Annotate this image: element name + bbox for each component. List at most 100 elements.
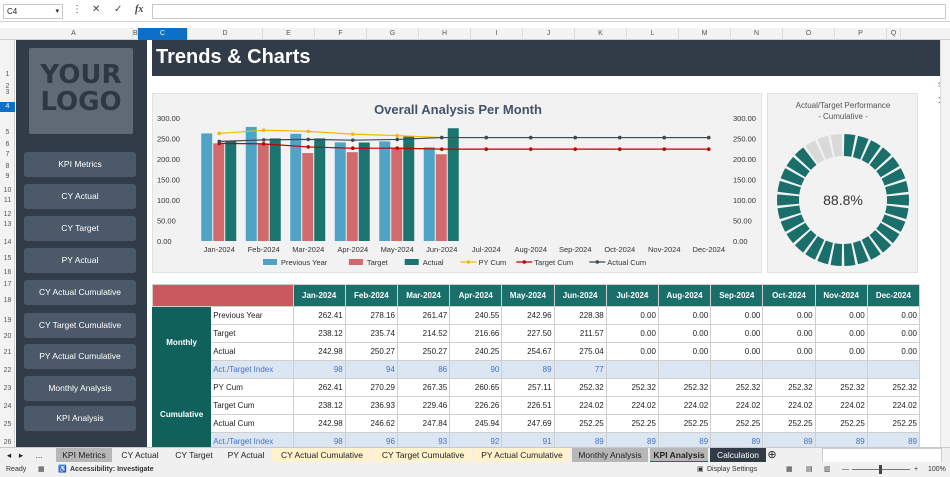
table-cell[interactable]: 89: [605, 432, 659, 451]
table-cell[interactable]: 247.84: [396, 414, 451, 433]
table-cell[interactable]: 224.02: [710, 396, 764, 415]
column-header-g[interactable]: G: [367, 28, 419, 40]
chevron-down-icon[interactable]: ▾: [55, 8, 59, 15]
sheet-tab-monthly-analysis[interactable]: Monthly Analysis: [572, 448, 648, 463]
sheet-tab-py-actual-cumulative[interactable]: PY Actual Cumulative: [474, 448, 570, 463]
column-header-h[interactable]: H: [419, 28, 471, 40]
table-cell[interactable]: 260.65: [449, 378, 503, 397]
bar-target[interactable]: [346, 152, 358, 241]
line-point[interactable]: [528, 135, 533, 140]
column-header-j[interactable]: J: [523, 28, 575, 40]
table-cell[interactable]: 227.50: [501, 324, 555, 343]
name-box[interactable]: C4 ▾: [3, 4, 63, 19]
row-label[interactable]: Target Cum: [210, 396, 294, 415]
row-header-26[interactable]: 26: [3, 439, 12, 446]
table-cell[interactable]: 254.67: [501, 342, 555, 361]
line-point[interactable]: [350, 132, 355, 136]
bar-actual[interactable]: [447, 128, 459, 241]
table-cell[interactable]: 242.96: [501, 306, 555, 325]
performance-gauge[interactable]: Actual/Target Performance - Cumulative - 8…: [767, 93, 918, 273]
table-cell[interactable]: 257.11: [501, 378, 555, 397]
nav-button-cy-target-cumulative[interactable]: CY Target Cumulative: [24, 313, 136, 338]
tab-next-icon[interactable]: ▸: [18, 450, 24, 460]
table-cell[interactable]: 252.25: [866, 414, 921, 433]
bar-previous-year[interactable]: [423, 147, 435, 241]
bar-target[interactable]: [302, 153, 314, 241]
table-cell[interactable]: 252.25: [710, 414, 764, 433]
table-cell[interactable]: 89: [762, 432, 816, 451]
more-options-icon[interactable]: ⋮: [72, 4, 82, 15]
column-header-i[interactable]: I: [471, 28, 523, 40]
table-cell[interactable]: 224.02: [762, 396, 816, 415]
table-cell[interactable]: 262.41: [292, 306, 346, 325]
column-header-k[interactable]: K: [575, 28, 627, 40]
nav-button-kpi-metrics[interactable]: KPI Metrics: [24, 152, 136, 177]
table-cell[interactable]: 89: [866, 432, 921, 451]
column-header-f[interactable]: F: [315, 28, 367, 40]
bar-actual[interactable]: [358, 142, 370, 241]
column-header-p[interactable]: P: [835, 28, 887, 40]
table-cell[interactable]: 252.32: [866, 378, 921, 397]
table-cell[interactable]: 0.00: [814, 306, 868, 325]
table-cell[interactable]: 0.00: [762, 342, 816, 361]
bar-previous-year[interactable]: [290, 133, 302, 241]
table-cell[interactable]: 0.00: [762, 324, 816, 343]
table-cell[interactable]: 242.98: [292, 342, 346, 361]
line-point[interactable]: [573, 147, 578, 151]
row-label[interactable]: Target: [210, 324, 294, 343]
row-label[interactable]: Actual: [210, 342, 294, 361]
table-cell[interactable]: 240.55: [449, 306, 503, 325]
row-header-24[interactable]: 24: [3, 403, 12, 410]
table-cell[interactable]: 226.51: [501, 396, 555, 415]
row-header-5[interactable]: 5: [5, 129, 10, 136]
table-cell[interactable]: [814, 360, 868, 379]
row-header-14[interactable]: 14: [3, 239, 12, 246]
bar-previous-year[interactable]: [245, 126, 257, 241]
table-cell[interactable]: 224.02: [814, 396, 868, 415]
formula-input[interactable]: [152, 4, 946, 19]
row-header-19[interactable]: 19: [3, 317, 12, 324]
sheet-tab-cy-target[interactable]: CY Target: [168, 448, 220, 463]
bar-target[interactable]: [213, 143, 225, 241]
table-cell[interactable]: 235.74: [344, 324, 398, 343]
row-header-23[interactable]: 23: [3, 385, 12, 392]
table-cell[interactable]: 0.00: [657, 342, 712, 361]
table-cell[interactable]: 275.04: [553, 342, 607, 361]
table-cell[interactable]: 92: [449, 432, 503, 451]
table-cell[interactable]: 242.98: [292, 414, 346, 433]
line-point[interactable]: [484, 147, 489, 151]
line-point[interactable]: [662, 135, 667, 140]
row-header-20[interactable]: 20: [3, 333, 12, 340]
line-point[interactable]: [217, 139, 222, 144]
table-cell[interactable]: 211.57: [553, 324, 607, 343]
row-header-15[interactable]: 15: [3, 255, 12, 262]
column-header-q[interactable]: Q: [887, 28, 901, 40]
table-cell[interactable]: 224.02: [605, 396, 659, 415]
table-cell[interactable]: 0.00: [710, 306, 764, 325]
line-point[interactable]: [439, 147, 444, 151]
row-header-22[interactable]: 22: [3, 367, 12, 374]
row-header-1[interactable]: 1: [5, 71, 10, 78]
column-header-d[interactable]: D: [188, 28, 263, 40]
line-point[interactable]: [306, 137, 311, 142]
table-cell[interactable]: 89: [553, 432, 607, 451]
bar-target[interactable]: [257, 144, 269, 241]
line-point[interactable]: [439, 135, 444, 140]
line-point[interactable]: [617, 135, 622, 140]
table-cell[interactable]: 236.93: [344, 396, 398, 415]
fx-icon[interactable]: fx: [135, 4, 144, 15]
nav-button-cy-actual[interactable]: CY Actual: [24, 184, 136, 209]
line-point[interactable]: [528, 147, 533, 151]
line-point[interactable]: [261, 142, 266, 146]
table-cell[interactable]: 252.32: [814, 378, 868, 397]
normal-view-icon[interactable]: ▦: [786, 466, 793, 473]
display-settings[interactable]: Display Settings: [707, 466, 758, 473]
bar-actual[interactable]: [403, 136, 415, 241]
row-header-13[interactable]: 13: [3, 221, 12, 228]
table-cell[interactable]: 0.00: [710, 342, 764, 361]
table-cell[interactable]: [866, 360, 921, 379]
sheet-tab-calculation[interactable]: Calculation: [710, 448, 766, 463]
horizontal-scrollbar[interactable]: [822, 448, 942, 463]
accessibility-status[interactable]: Accessibility: Investigate: [70, 466, 154, 473]
table-cell[interactable]: 267.35: [396, 378, 451, 397]
